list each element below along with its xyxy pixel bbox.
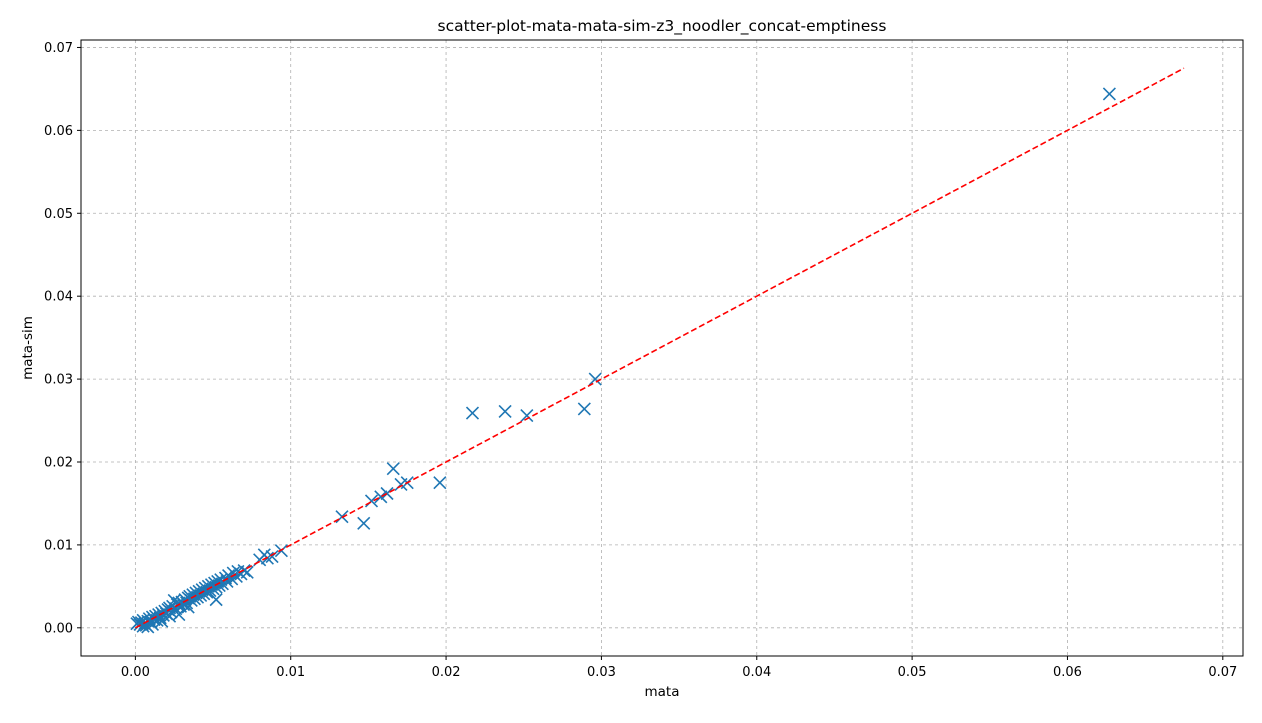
reference-line-layer [134, 67, 1185, 629]
x-tick-label: 0.00 [121, 665, 150, 680]
reference-line [134, 67, 1185, 629]
x-tick-label: 0.04 [742, 665, 771, 680]
axes: 0.00 0.01 0.02 0.03 0.04 0.05 0.06 0.07 0.00 0.01… [44, 41, 1237, 680]
x-tick-label: 0.06 [1053, 665, 1082, 680]
data-point [380, 486, 394, 501]
chart-title: scatter-plot-mata-mata-sim-z3_noodler_co… [438, 17, 887, 36]
data-point [520, 409, 534, 423]
y-tick-label: 0.03 [44, 373, 73, 388]
data-point [374, 490, 388, 504]
data-point [386, 462, 400, 476]
y-tick-label: 0.06 [44, 124, 73, 139]
data-point [172, 607, 186, 622]
data-point [240, 565, 254, 579]
y-tick-label: 0.07 [44, 41, 73, 56]
y-tick-label: 0.04 [44, 290, 73, 305]
data-point [209, 593, 223, 607]
plot-frame [80, 39, 1244, 657]
x-tick-label: 0.05 [898, 665, 927, 680]
y-tick-label: 0.00 [44, 621, 73, 636]
x-tick-label: 0.07 [1208, 665, 1237, 680]
data-point [265, 549, 279, 564]
data-point [577, 402, 591, 416]
data-point [364, 494, 379, 508]
x-tick-label: 0.02 [432, 665, 461, 680]
data-point [588, 372, 602, 386]
y-axis-label: mata-sim [20, 316, 36, 380]
data-point [433, 476, 447, 490]
y-tick-label: 0.01 [44, 538, 73, 553]
data-point [1102, 87, 1116, 101]
data-point [357, 516, 371, 530]
data-point [498, 404, 512, 418]
x-tick-label: 0.01 [276, 665, 305, 680]
y-tick-label: 0.05 [44, 207, 73, 222]
x-axis-label: mata [645, 684, 680, 700]
data-point [465, 406, 480, 420]
y-tick-label: 0.02 [44, 455, 73, 470]
grid [81, 40, 1243, 656]
x-tick-label: 0.03 [587, 665, 616, 680]
